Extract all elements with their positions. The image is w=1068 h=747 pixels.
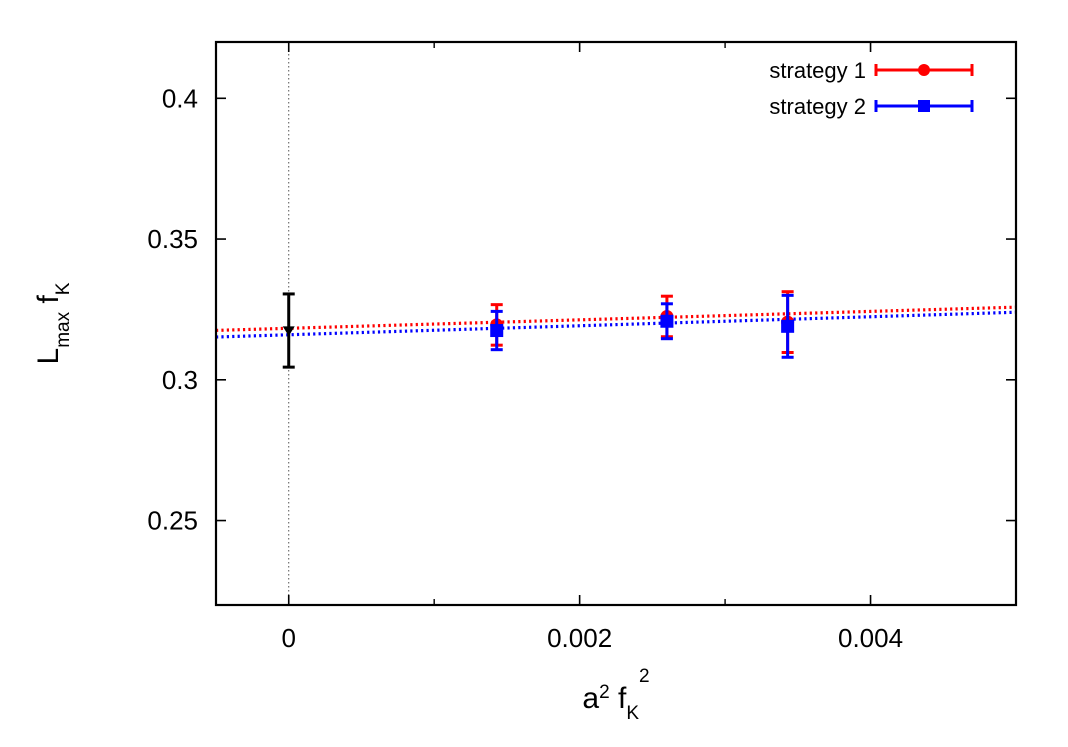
legend-marker-series-2	[918, 100, 930, 112]
y-label-base-f: f	[32, 295, 65, 304]
y-axis-label: Lmax fK	[32, 282, 74, 364]
y-label-space	[32, 304, 65, 312]
legend-label-series-1: strategy 1	[769, 58, 866, 83]
x-tick-label: 0	[281, 623, 295, 653]
x-label-base-a: a	[582, 682, 599, 715]
y-label-sub-k: K	[53, 282, 74, 295]
series-2-marker-3	[781, 319, 795, 333]
fit-line-series-1	[216, 305, 1016, 332]
x-label-sub-k: K	[626, 703, 639, 724]
x-label-space	[610, 682, 618, 715]
series-2-marker-1	[490, 324, 504, 338]
x-label-sup-2: 2	[599, 682, 610, 703]
series-2-marker-2	[660, 314, 674, 328]
x-tick-label: 0.002	[547, 623, 612, 653]
extrapolated-point-marker	[282, 326, 295, 336]
y-label-sub-max: max	[53, 311, 74, 347]
legend-marker-series-1	[918, 64, 930, 76]
legend: strategy 1 strategy 2	[769, 58, 974, 119]
axes: 0 0.002 0.004 0.25 0.3 0.35 0.4	[147, 42, 1016, 653]
plot-data-layer	[216, 42, 1016, 605]
legend-label-series-2: strategy 2	[769, 94, 866, 119]
fit-line-series-2	[216, 310, 1016, 339]
y-tick-label: 0.4	[162, 83, 198, 113]
y-label-base-l: L	[32, 348, 65, 365]
y-tick-label: 0.3	[162, 365, 198, 395]
y-tick-label: 0.35	[147, 224, 198, 254]
x-tick-label: 0.004	[838, 623, 903, 653]
plot-frame	[214, 40, 1018, 607]
x-label-sup-2b: 2	[639, 666, 650, 687]
y-tick-label: 0.25	[147, 506, 198, 536]
x-axis-label: a2 fK2	[582, 666, 649, 724]
x-label-base-f: f	[618, 682, 627, 715]
